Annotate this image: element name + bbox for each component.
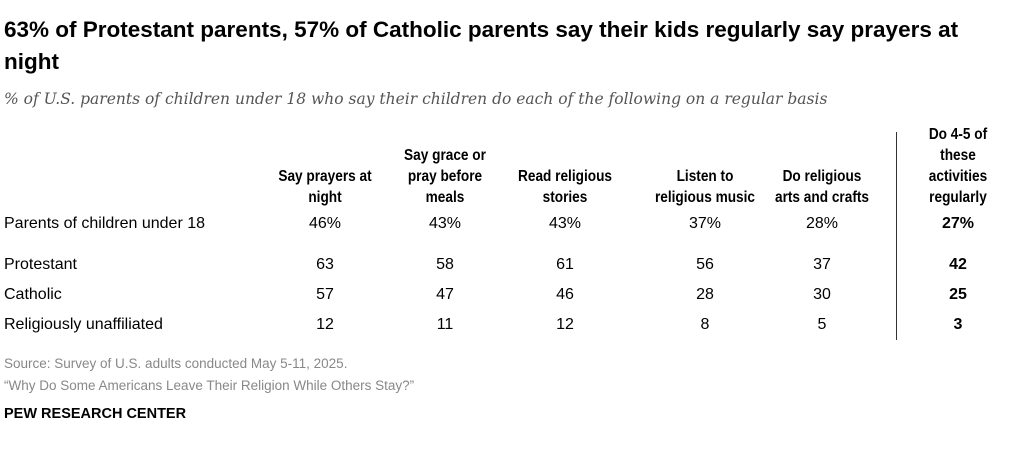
column-divider	[896, 132, 897, 340]
table-cell: 3	[953, 316, 963, 333]
table-cell: 11	[436, 316, 454, 333]
row-label: Catholic	[4, 286, 62, 303]
table-cell: 12	[556, 316, 574, 333]
table-cell: 56	[696, 256, 714, 273]
pew-logo: PEW RESEARCH CENTER	[4, 406, 187, 422]
column-header: Say grace or pray before meals	[404, 147, 486, 206]
table-cell: 8	[700, 316, 710, 333]
table-cell: 42	[949, 256, 967, 273]
table-cell: 46%	[308, 215, 342, 232]
table-cell: 30	[813, 286, 831, 303]
table-cell: 5	[817, 316, 827, 333]
table-cell: 61	[556, 256, 574, 273]
column-header: Do 4-5 of these activities regularly	[928, 126, 988, 206]
chart-title: 63% of Protestant parents, 57% of Cathol…	[4, 17, 959, 74]
table-cell: 37%	[688, 215, 722, 232]
row-label: Protestant	[4, 256, 77, 273]
table-cell: 43%	[428, 215, 462, 232]
column-header: Listen to religious music	[654, 168, 756, 206]
table-cell: 58	[436, 256, 454, 273]
table-cell: 43%	[548, 215, 582, 232]
row-label: Parents of children under 18	[4, 215, 206, 232]
table-cell: 28%	[805, 215, 839, 232]
table-cell: 12	[316, 316, 334, 333]
table-cell: 27%	[941, 215, 975, 232]
column-header: Do religious arts and crafts	[774, 168, 869, 206]
table-cell: 46	[556, 286, 574, 303]
source-note: Source: Survey of U.S. adults conducted …	[4, 356, 348, 371]
chart-subtitle: % of U.S. parents of children under 18 w…	[4, 90, 828, 108]
column-header: Say prayers at night	[278, 168, 372, 206]
report-title-note: “Why Do Some Americans Leave Their Relig…	[4, 378, 415, 393]
table-cell: 25	[949, 286, 967, 303]
table-cell: 63	[316, 256, 334, 273]
table-cell: 37	[813, 256, 831, 273]
column-header: Read religious stories	[518, 168, 612, 206]
row-label: Religiously unaffiliated	[4, 316, 163, 333]
table-cell: 47	[436, 286, 454, 303]
table-cell: 28	[696, 286, 714, 303]
table-cell: 57	[316, 286, 334, 303]
